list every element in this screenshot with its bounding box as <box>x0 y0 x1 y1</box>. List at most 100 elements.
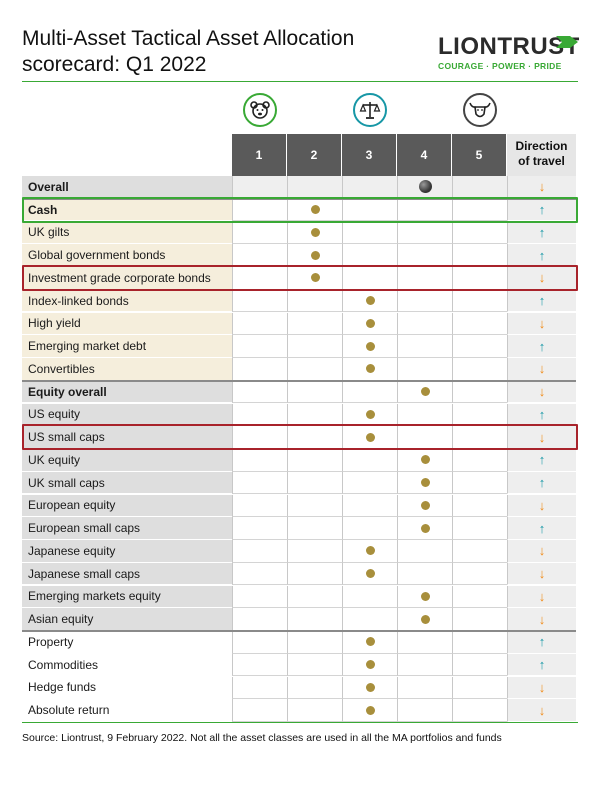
score-marker <box>366 682 375 692</box>
direction-header-line-2: of travel <box>518 154 565 168</box>
logo-arrow-icon <box>556 36 578 48</box>
highlight-box <box>22 424 578 450</box>
score-cell-5 <box>452 699 507 722</box>
arrow-down-icon: ↓ <box>538 429 546 445</box>
score-cell-5 <box>452 358 507 381</box>
score-cell-1 <box>232 494 287 518</box>
row-label: US equity <box>22 403 232 427</box>
arrow-down-icon: ↓ <box>538 543 546 559</box>
score-cell-1 <box>232 289 287 313</box>
score-cell-3 <box>342 676 397 700</box>
score-cell-1 <box>232 221 287 245</box>
direction-cell: ↓ <box>507 312 576 336</box>
score-cell-5 <box>452 585 507 609</box>
score-cell-2 <box>287 676 342 700</box>
column-3-header: 3 <box>342 134 397 176</box>
score-cell-1 <box>232 471 287 495</box>
row-label: Absolute return <box>22 699 232 722</box>
bear-icon <box>243 93 277 127</box>
row-label: Japanese equity <box>22 540 232 563</box>
logo-tagline: COURAGE · POWER · PRIDE <box>438 61 562 71</box>
score-cell-5 <box>452 517 507 540</box>
score-cell-5 <box>452 631 507 654</box>
direction-cell: ↑ <box>507 653 576 677</box>
score-cell-5 <box>452 244 507 267</box>
table-row: Convertibles ↓ <box>22 358 576 381</box>
score-cell-4 <box>397 517 452 540</box>
arrow-up-icon: ↑ <box>538 657 546 673</box>
score-marker <box>366 569 375 579</box>
direction-cell: ↑ <box>507 403 576 427</box>
direction-header-line-1: Direction <box>515 139 568 153</box>
score-cell-3 <box>342 358 397 381</box>
arrow-up-icon: ↑ <box>538 406 546 422</box>
score-cell-4 <box>397 380 452 404</box>
score-cell-2 <box>287 312 342 336</box>
score-cell-2 <box>287 380 342 404</box>
table-row: UK gilts ↑ <box>22 221 576 245</box>
score-cell-3 <box>342 471 397 495</box>
row-label: UK equity <box>22 449 232 472</box>
score-cell-4 <box>397 176 452 199</box>
score-cell-5 <box>452 449 507 472</box>
score-marker <box>366 660 375 670</box>
score-cell-2 <box>287 244 342 267</box>
score-cell-4 <box>397 289 452 313</box>
score-cell-1 <box>232 517 287 540</box>
score-cell-4 <box>397 608 452 631</box>
table-row: Index-linked bonds ↑ <box>22 289 576 313</box>
row-label: Investment grade corporate bonds <box>22 267 232 290</box>
score-marker <box>366 341 375 351</box>
table-row: UK equity ↑ <box>22 449 576 472</box>
column-5-header: 5 <box>452 134 507 176</box>
arrow-down-icon: ↓ <box>538 611 546 627</box>
score-marker <box>366 546 375 556</box>
direction-cell: ↓ <box>507 358 576 381</box>
score-cell-2 <box>287 358 342 381</box>
arrow-down-icon: ↓ <box>538 588 546 604</box>
score-cell-2 <box>287 517 342 540</box>
arrow-down-icon: ↓ <box>538 384 546 400</box>
direction-cell: ↓ <box>507 699 576 722</box>
score-cell-3 <box>342 289 397 313</box>
arrow-down-icon: ↓ <box>538 679 546 695</box>
score-cell-3 <box>342 380 397 404</box>
score-cell-1 <box>232 358 287 381</box>
score-cell-5 <box>452 608 507 631</box>
score-cell-2 <box>287 403 342 427</box>
row-label: Global government bonds <box>22 244 232 267</box>
score-cell-1 <box>232 676 287 700</box>
table-row: Emerging market debt ↑ <box>22 335 576 358</box>
score-cell-2 <box>287 335 342 358</box>
scales-icon <box>353 93 387 127</box>
score-marker <box>366 364 375 374</box>
row-label: Convertibles <box>22 358 232 381</box>
direction-cell: ↑ <box>507 289 576 313</box>
score-cell-4 <box>397 585 452 609</box>
score-cell-3 <box>342 517 397 540</box>
score-marker <box>421 614 430 624</box>
score-cell-2 <box>287 540 342 563</box>
table-row: Asian equity ↓ <box>22 608 576 631</box>
arrow-down-icon: ↓ <box>538 179 546 195</box>
logo-name: LIONTRUST <box>438 33 580 60</box>
column-2-header: 2 <box>287 134 342 176</box>
score-cell-1 <box>232 403 287 427</box>
page-title: Multi-Asset Tactical Asset Allocation sc… <box>22 26 412 78</box>
score-cell-2 <box>287 653 342 677</box>
table-row: Global government bonds ↑ <box>22 244 576 267</box>
score-marker <box>366 432 375 442</box>
score-marker <box>366 296 375 306</box>
score-cell-3 <box>342 312 397 336</box>
score-cell-5 <box>452 562 507 586</box>
score-marker <box>311 273 320 283</box>
score-marker <box>421 455 430 465</box>
arrow-up-icon: ↑ <box>538 634 546 650</box>
score-cell-1 <box>232 335 287 358</box>
row-label: Japanese small caps <box>22 562 232 586</box>
score-cell-2 <box>287 631 342 654</box>
score-cell-4 <box>397 403 452 427</box>
score-cell-1 <box>232 585 287 609</box>
score-marker <box>421 523 430 533</box>
arrow-down-icon: ↓ <box>538 497 546 513</box>
